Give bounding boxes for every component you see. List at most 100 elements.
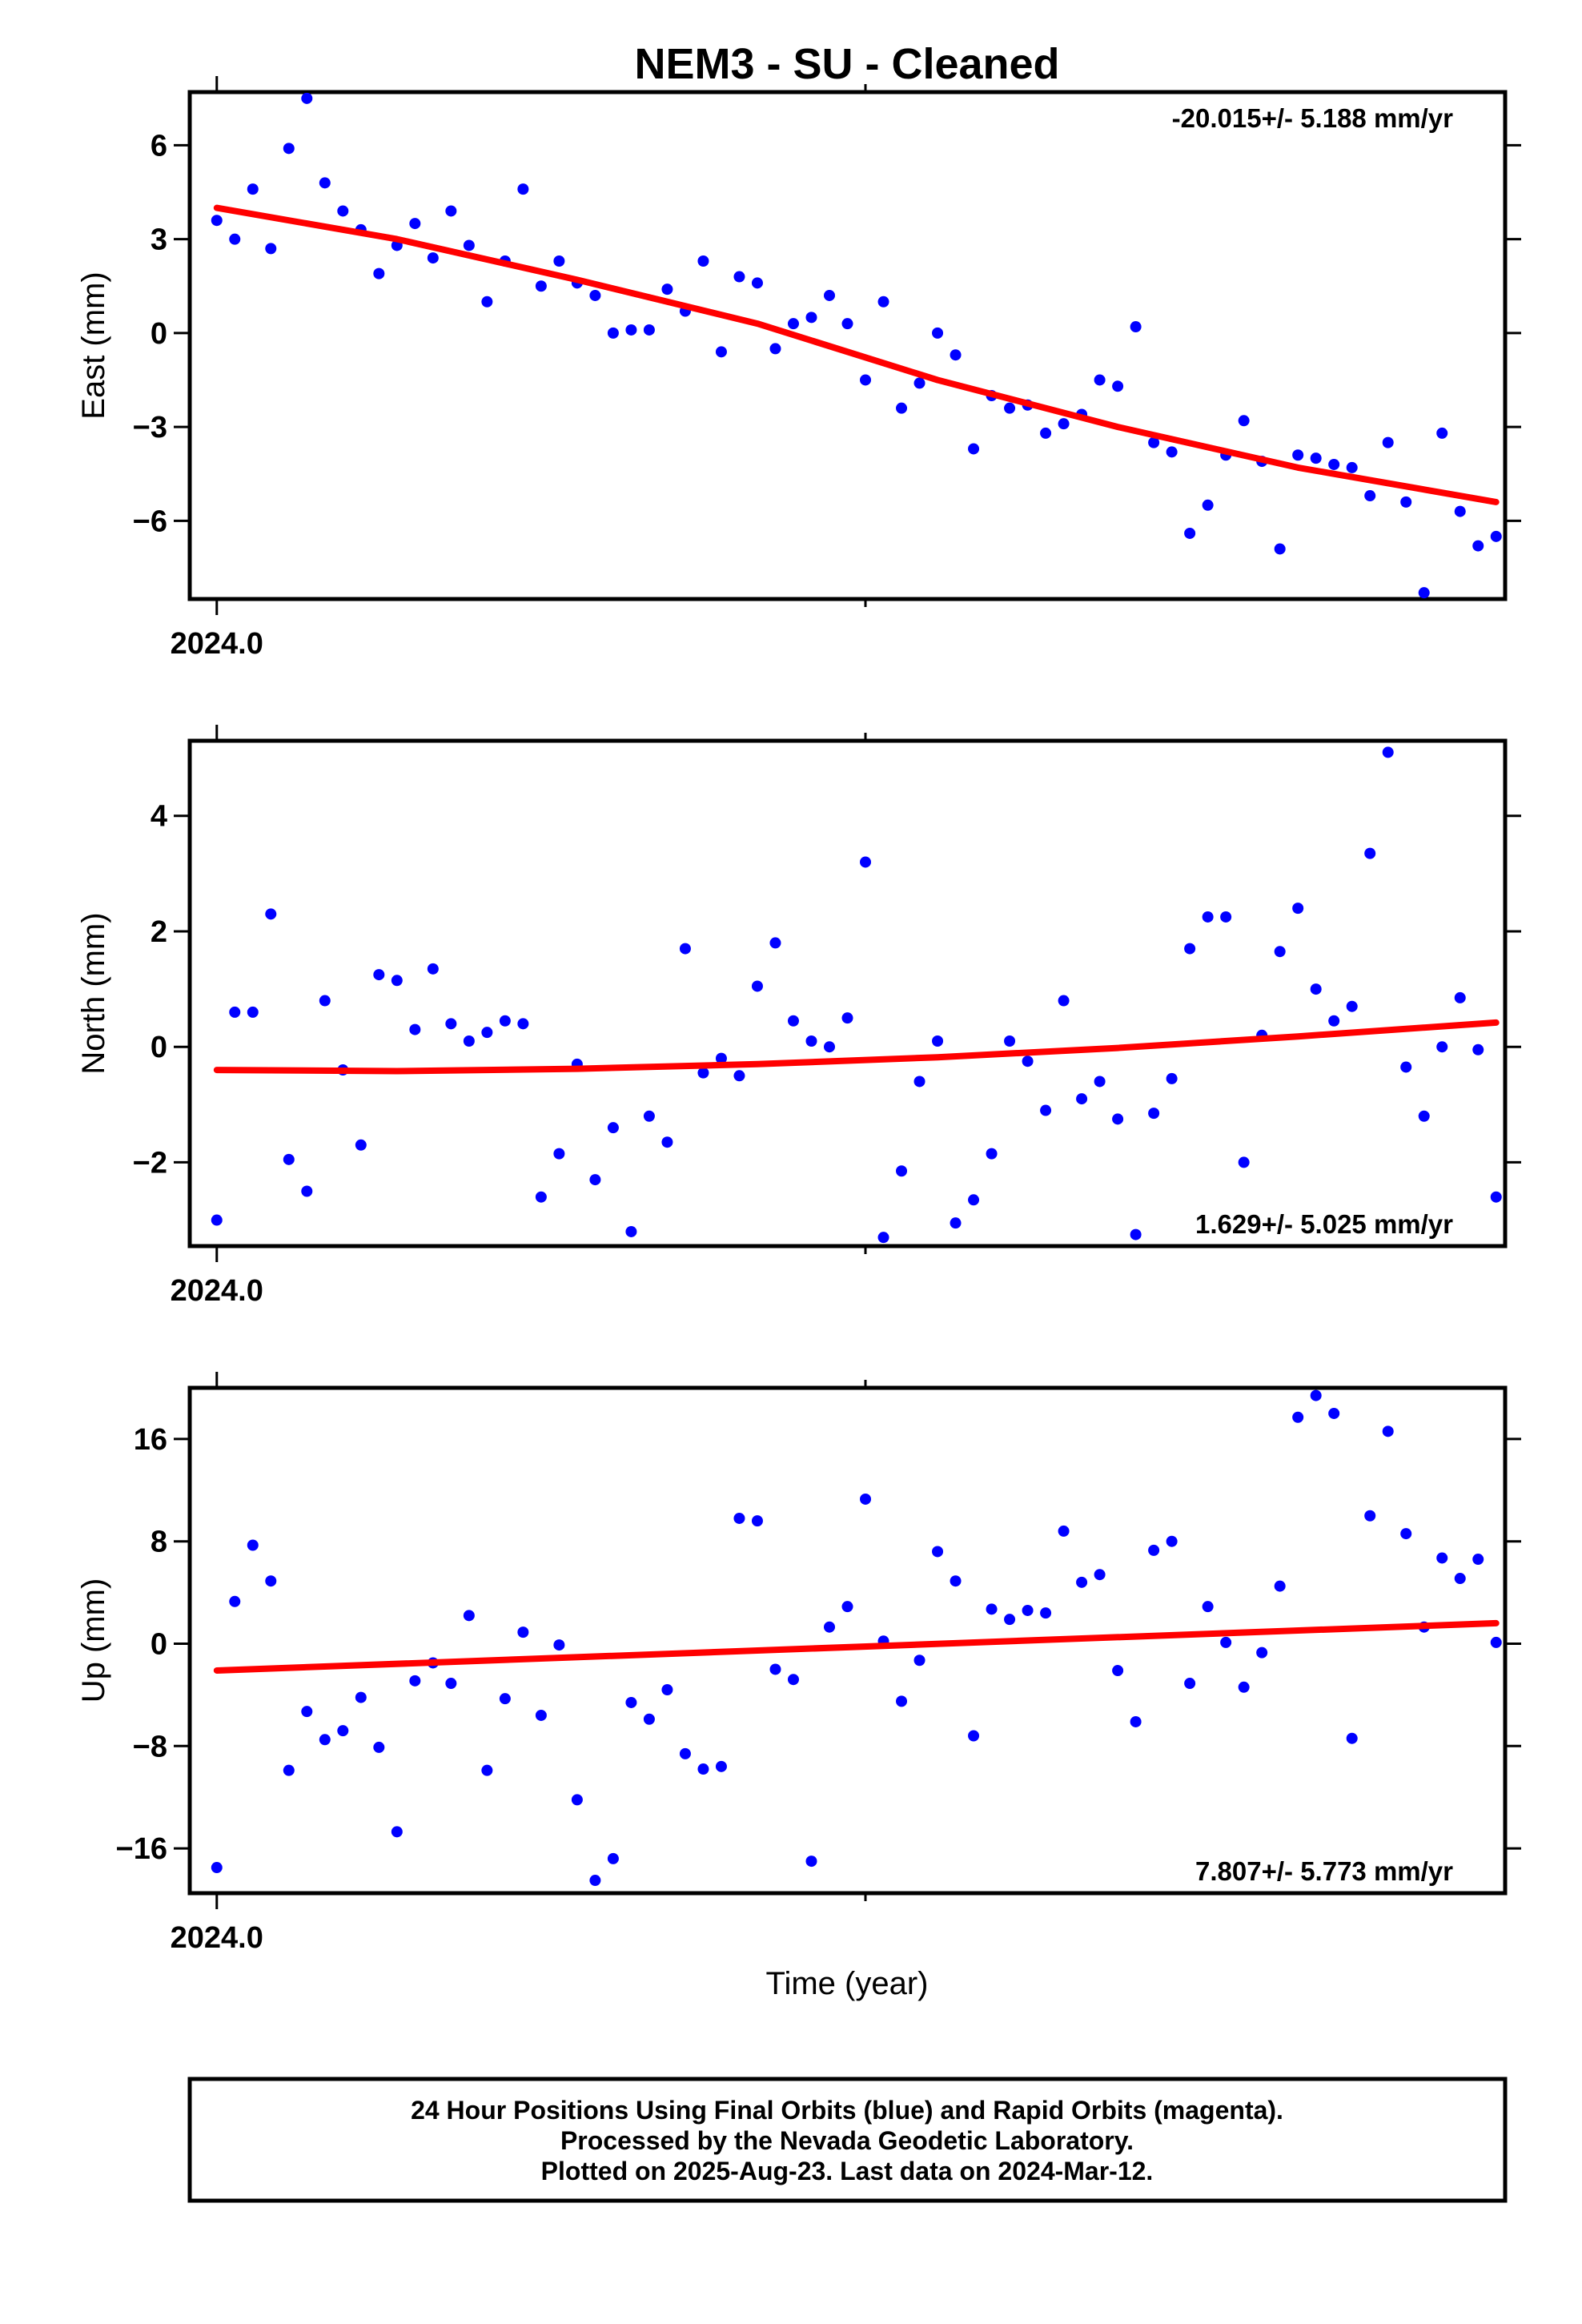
east-rate-label: -20.015+/- 5.188 mm/yr (1172, 103, 1453, 133)
north-data-point (1040, 1104, 1052, 1116)
up-ytick-label: −8 (133, 1730, 167, 1763)
up-y-axis-label: Up (mm) (76, 1578, 111, 1703)
up-data-point (986, 1603, 998, 1615)
up-data-point (1130, 1715, 1142, 1727)
north-ytick-label: −2 (133, 1146, 167, 1180)
up-data-point (661, 1684, 673, 1696)
east-data-point (751, 277, 763, 289)
up-data-point (1436, 1552, 1448, 1564)
chart-title: NEM3 - SU - Cleaned (634, 40, 1059, 88)
north-data-point (301, 1185, 313, 1197)
up-data-point (1022, 1604, 1034, 1616)
east-data-point (1346, 461, 1358, 473)
north-ytick-label: 0 (151, 1031, 167, 1064)
up-ytick-label: 8 (151, 1526, 167, 1559)
east-data-point (932, 327, 944, 339)
up-ytick-label: 0 (151, 1627, 167, 1661)
east-data-point (1436, 427, 1448, 439)
east-data-point (1490, 530, 1502, 542)
east-data-point (265, 243, 277, 255)
north-data-point (445, 1018, 457, 1030)
north-data-point (1202, 911, 1214, 923)
north-data-point (860, 856, 872, 868)
east-data-point (1328, 458, 1340, 470)
east-data-point (517, 183, 529, 195)
up-ytick-label: 16 (134, 1423, 167, 1457)
north-data-point (553, 1148, 565, 1160)
east-data-point (787, 318, 799, 330)
up-data-point (1454, 1573, 1466, 1585)
footer-line-2: Processed by the Nevada Geodetic Laborat… (560, 2126, 1134, 2155)
up-data-point (265, 1575, 277, 1587)
north-rate-label: 1.629+/- 5.025 mm/yr (1195, 1209, 1453, 1239)
east-data-point (1382, 436, 1394, 448)
up-data-point (1184, 1678, 1196, 1690)
up-data-point (1112, 1665, 1124, 1677)
up-rate-label: 7.807+/- 5.773 mm/yr (1195, 1856, 1453, 1886)
east-data-point (301, 92, 313, 104)
north-data-point (1292, 903, 1304, 915)
north-data-point (409, 1023, 421, 1035)
north-data-point (733, 1070, 745, 1082)
north-data-point (589, 1174, 601, 1186)
east-data-point (697, 255, 709, 267)
up-data-point (625, 1696, 637, 1708)
east-data-point (896, 402, 908, 414)
north-data-point (283, 1153, 295, 1165)
up-data-point (445, 1678, 457, 1690)
north-data-point (968, 1194, 980, 1206)
east-panel: −6 −3 0 3 6 2024.0 East (mm) -20.015+/- 5.188 m… (76, 76, 1521, 661)
up-data-point (409, 1675, 421, 1687)
east-data-point (1202, 499, 1214, 511)
north-data-point (1346, 1000, 1358, 1012)
east-xtick-label: 2024.0 (171, 627, 263, 661)
north-data-point (841, 1012, 853, 1024)
up-data-point (337, 1725, 349, 1737)
east-frame (187, 90, 1508, 601)
east-data-point (427, 252, 439, 264)
east-ytick-label: −3 (133, 411, 167, 444)
east-data-point (1112, 380, 1124, 392)
up-trend-line (213, 1619, 1500, 1674)
north-data-point (1328, 1015, 1340, 1027)
north-data-point (1364, 847, 1376, 859)
up-data-point (751, 1515, 763, 1527)
up-data-point (896, 1695, 908, 1707)
north-data-point (1382, 746, 1394, 758)
east-data-point (1364, 490, 1376, 502)
north-data-point (1400, 1061, 1412, 1073)
east-ytick-label: 0 (151, 317, 167, 351)
up-data-point (1202, 1601, 1214, 1613)
up-data-point (733, 1512, 745, 1524)
north-data-point (1490, 1191, 1502, 1203)
east-data-point (607, 327, 619, 339)
up-frame (187, 1385, 1508, 1896)
east-data-point (553, 255, 565, 267)
east-data-point (229, 233, 241, 245)
north-data-point (715, 1052, 727, 1064)
up-data-point (1364, 1510, 1376, 1522)
north-data-point (643, 1110, 655, 1122)
north-data-point (1436, 1041, 1448, 1053)
north-data-point (1274, 946, 1286, 958)
north-data-point (661, 1136, 673, 1148)
east-data-point (535, 280, 547, 292)
north-data-point (319, 995, 331, 1007)
east-data-point (769, 343, 781, 355)
north-data-point (697, 1067, 709, 1079)
up-data-point (643, 1713, 655, 1725)
up-data-point (1040, 1607, 1052, 1619)
up-data-point (1472, 1554, 1484, 1566)
north-data-point (247, 1006, 259, 1018)
up-data-point (1238, 1681, 1250, 1693)
north-data-point (463, 1035, 475, 1047)
north-data-point (896, 1165, 908, 1177)
east-data-point (1238, 415, 1250, 427)
north-data-point (211, 1214, 223, 1226)
north-data-point (1310, 983, 1322, 995)
east-data-point (283, 143, 295, 155)
north-data-point (1148, 1108, 1160, 1120)
north-data-point (535, 1191, 547, 1203)
east-data-point (805, 312, 817, 324)
up-data-point (607, 1852, 619, 1864)
